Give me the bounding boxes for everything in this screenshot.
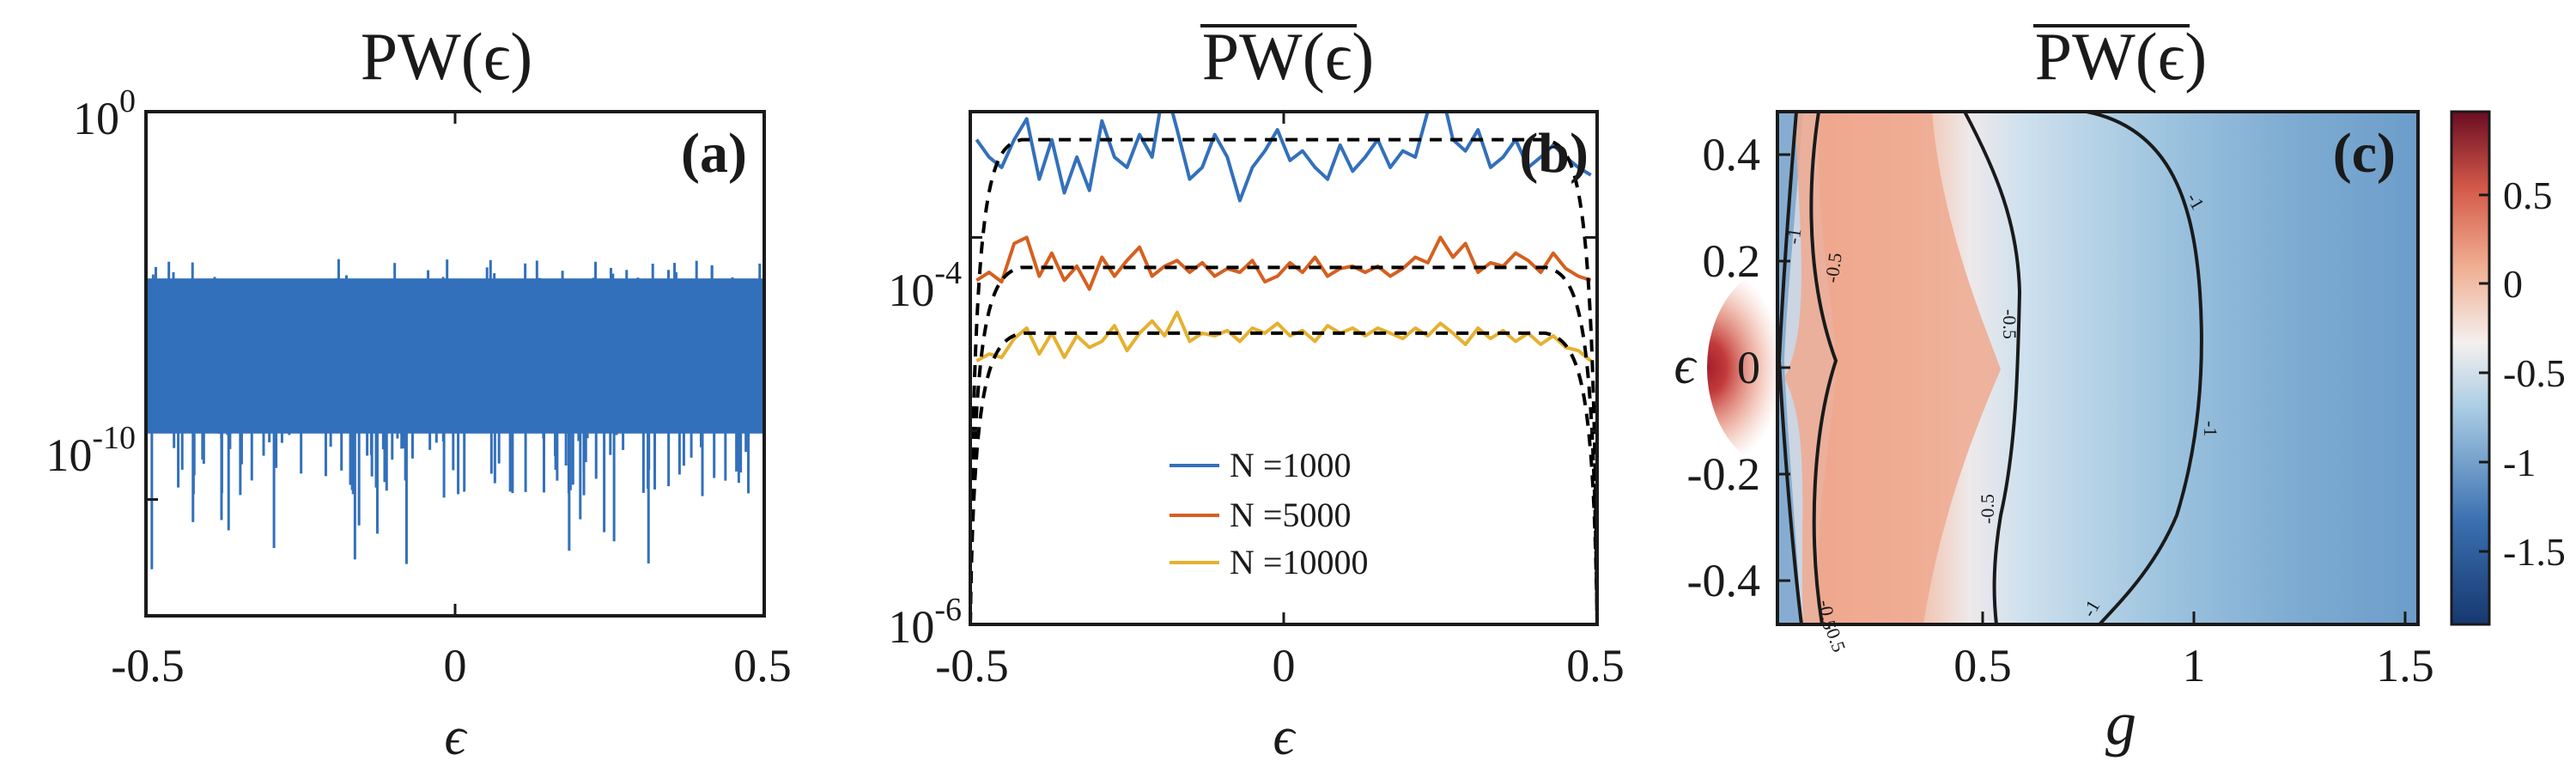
panel-b-series-group	[970, 112, 1597, 624]
panel-c-label: (c)	[2333, 122, 2396, 185]
panel-b-xtick-0: -0.5	[935, 640, 1008, 691]
panel-a-tick-marks	[146, 110, 457, 616]
series-n1000	[975, 112, 1592, 203]
contour-label-8: -1	[1782, 227, 1805, 246]
panel-c-contours	[1777, 110, 2203, 626]
panel-a-xtick-2: 0.5	[733, 640, 792, 691]
panel-b-label: (b)	[1519, 122, 1589, 185]
colorbar-tick-1: 0	[2503, 262, 2523, 306]
panel-c-ytick-2: 0	[1737, 342, 1760, 393]
colorbar-tick-3: -1	[2503, 441, 2536, 484]
panel-b-legend: N =1000 N =5000 N =10000	[1170, 446, 1368, 581]
panel-a-xlabel: ϵ	[445, 708, 468, 766]
panel-c-ytick-1: 0.2	[1703, 235, 1761, 287]
panel-b-ytick-0: 10-4	[888, 255, 962, 316]
panel-a-ytick-1: 10-10	[46, 420, 136, 481]
panel-a-xtick-1: 0	[444, 640, 467, 691]
colorbar	[2450, 110, 2491, 626]
contour-minus-0p5	[1963, 111, 2022, 625]
panel-c-xlabel: g	[2105, 689, 2136, 758]
panel-c-xtick-1: 1	[2183, 640, 2206, 691]
contour-minus-1	[2086, 110, 2203, 626]
panel-a-title: PW(ϵ)	[361, 19, 533, 94]
colorbar-tick-2: -0.5	[2503, 351, 2566, 395]
panel-c-title: PW(ϵ)	[2035, 19, 2208, 94]
contour-label-6: -1	[2200, 421, 2221, 436]
panel-b-ytick-1: 10-6	[888, 592, 962, 653]
contour-left-b	[1777, 111, 1803, 625]
contour-left-a	[1809, 111, 1838, 625]
contour-label-1: -0.5	[1999, 309, 2020, 339]
panel-a-series-pw	[146, 259, 764, 569]
contour-label-2: -0.5	[1977, 494, 1998, 524]
legend-label-n5000: N =5000	[1230, 496, 1351, 534]
panel-b-xtick-1: 0	[1273, 640, 1296, 691]
panel-b-tick-marks	[970, 112, 1597, 624]
panel-a: PW(ϵ) (a) 100 10-10 -0.5 0 0.5 ϵ	[46, 19, 791, 766]
panel-a-label: (a)	[681, 122, 747, 185]
panel-c: PW(ϵ) -0.5 -0.5 -0.5 -0.5 -0.5 -1 -1 -1 …	[1674, 19, 2566, 758]
panel-a-ytick-0: 100	[73, 83, 136, 144]
panel-c-ytick-3: -0.2	[1687, 448, 1760, 500]
series-n10000	[975, 310, 1592, 362]
panel-a-xtick-0: -0.5	[111, 640, 184, 691]
legend-label-n10000: N =10000	[1230, 543, 1368, 581]
panel-c-colorbar: 0.5 0 -0.5 -1 -1.5	[2450, 110, 2566, 626]
heatmap-warm-region	[1784, 112, 2001, 624]
panel-c-ylabel: ϵ	[1674, 337, 1698, 395]
panel-c-tick-marks	[1777, 153, 2407, 624]
panel-b-xtick-2: 0.5	[1566, 640, 1625, 691]
series-n5000	[975, 235, 1592, 291]
panel-b: PW(ϵ) (b) 10-4 10-6 -0.5 0 0.5 ϵ N =1000…	[888, 19, 1624, 766]
panel-c-ytick-4: -0.4	[1687, 555, 1760, 606]
heatmap-left-edge-blue	[1777, 112, 1803, 624]
colorbar-tick-0: 0.5	[2503, 173, 2553, 217]
contour-label-3: -0.5	[1814, 599, 1841, 632]
panel-b-xlabel: ϵ	[1273, 708, 1297, 766]
panel-b-title: PW(ϵ)	[1202, 19, 1375, 94]
legend-label-n1000: N =1000	[1230, 446, 1351, 484]
panel-c-xtick-0: 0.5	[1953, 640, 2012, 691]
panel-c-ytick-0: 0.4	[1703, 129, 1761, 180]
pw-band-fill	[146, 278, 764, 434]
panel-c-xtick-2: 1.5	[2376, 640, 2434, 691]
colorbar-tick-4: -1.5	[2503, 530, 2566, 574]
panel-c-contour-labels: -0.5 -0.5 -0.5 -0.5 -0.5 -1 -1 -1 -1	[1782, 189, 2221, 654]
contour-label-0: -0.5	[1820, 252, 1846, 284]
theory-curve-0	[970, 137, 1597, 624]
